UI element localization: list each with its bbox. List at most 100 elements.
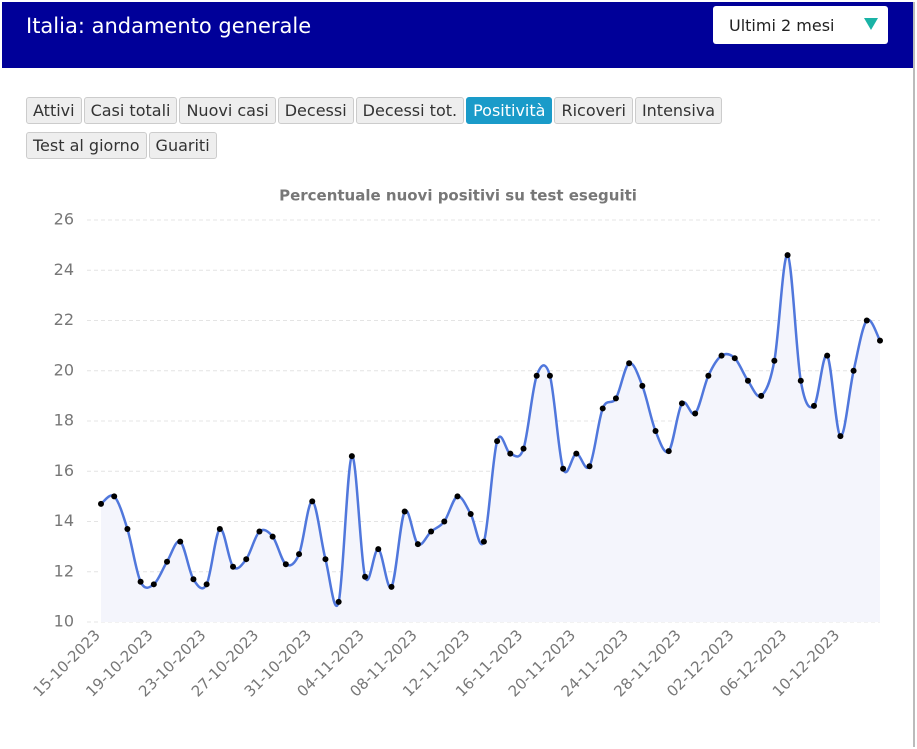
x-tick-label: 27-10-2023 (188, 626, 262, 700)
point (573, 450, 580, 457)
point (744, 377, 751, 384)
point (705, 372, 712, 379)
point (362, 573, 369, 580)
area (101, 255, 880, 622)
point (837, 433, 844, 440)
point (520, 445, 527, 452)
x-tick-label: 12-11-2023 (399, 626, 473, 700)
x-tick-label: 04-11-2023 (294, 626, 368, 700)
y-tick-label: 22 (54, 310, 74, 329)
x-tick-label: 31-10-2023 (241, 626, 315, 700)
point (322, 556, 329, 563)
point (230, 563, 237, 570)
tab-button[interactable]: Test al giorno (26, 132, 147, 159)
x-tick-label: 24-11-2023 (558, 626, 632, 700)
point (692, 410, 699, 417)
y-tick-label: 14 (54, 511, 74, 530)
point (718, 352, 725, 359)
point (216, 526, 223, 533)
x-tick-label: 08-11-2023 (346, 626, 420, 700)
point (428, 528, 435, 535)
tab-button[interactable]: Decessi (277, 97, 354, 124)
point (150, 581, 157, 588)
x-tick-label: 16-11-2023 (452, 626, 526, 700)
point (137, 578, 144, 585)
point (639, 382, 646, 389)
point (797, 377, 804, 384)
point (375, 546, 382, 553)
point (494, 438, 501, 445)
x-tick-label: 23-10-2023 (135, 626, 209, 700)
point (810, 402, 817, 409)
point (586, 463, 593, 470)
point (546, 372, 553, 379)
y-tick-label: 12 (54, 561, 74, 580)
tab-button[interactable]: Attivi (26, 97, 82, 124)
y-tick-label: 20 (54, 360, 74, 379)
point (678, 400, 685, 407)
point (824, 352, 831, 359)
point (652, 428, 659, 435)
point (190, 576, 197, 583)
point (309, 498, 316, 505)
point (480, 538, 487, 545)
tab-button[interactable]: Decessi tot. (355, 97, 465, 124)
x-tick-label: 15-10-2023 (29, 626, 103, 700)
x-tick-label: 10-12-2023 (769, 626, 843, 700)
select-label: Ultimi 2 mesi (729, 16, 835, 35)
point (177, 538, 184, 545)
point (296, 551, 303, 558)
point (665, 448, 672, 455)
header-title: Italia: andamento generale (26, 14, 312, 38)
point (612, 395, 619, 402)
tab-button[interactable]: Intensiva (634, 97, 723, 124)
point (731, 355, 738, 362)
point (454, 493, 461, 500)
point (863, 317, 870, 324)
point (599, 405, 606, 412)
tab-button[interactable]: Casi totali (83, 97, 178, 124)
point (124, 526, 131, 533)
point (335, 598, 342, 605)
point (388, 583, 395, 590)
y-tick-label: 16 (54, 461, 74, 480)
y-tick-label: 18 (54, 411, 74, 430)
y-tick-label: 24 (54, 260, 74, 279)
point (282, 561, 289, 568)
point (98, 500, 104, 507)
point (850, 367, 857, 374)
tab-button[interactable]: Nuovi casi (179, 97, 276, 124)
point (401, 508, 408, 515)
point (164, 558, 171, 565)
y-tick-label: 10 (54, 612, 74, 631)
tab-button[interactable]: Ricoveri (554, 97, 633, 124)
period-select[interactable]: Ultimi 2 mesi (713, 6, 888, 44)
x-tick-label: 20-11-2023 (505, 626, 579, 700)
point (441, 518, 448, 525)
x-tick-label: 28-11-2023 (610, 626, 684, 700)
point (111, 493, 118, 500)
point (348, 453, 355, 460)
point (507, 450, 514, 457)
point (269, 533, 276, 540)
tab-button[interactable]: Guariti (148, 132, 217, 159)
tab-bar: Attivi Casi totali Nuovi casi Decessi Decess… (26, 97, 806, 167)
point (758, 392, 765, 399)
line (100, 253, 882, 607)
point (626, 360, 633, 367)
point (560, 465, 567, 472)
point (771, 357, 778, 364)
point (414, 541, 421, 548)
point (203, 581, 210, 588)
point (467, 510, 474, 517)
point (243, 556, 250, 563)
point (533, 372, 540, 379)
point (784, 252, 791, 259)
chart-title: Percentuale nuovi positivi su test esegu… (279, 187, 637, 205)
y-tick-label: 26 (54, 210, 74, 229)
tab-button[interactable]: Positività (466, 97, 553, 124)
select-arrow (864, 18, 878, 30)
point (877, 337, 883, 344)
x-tick-label: 06-12-2023 (716, 626, 790, 700)
